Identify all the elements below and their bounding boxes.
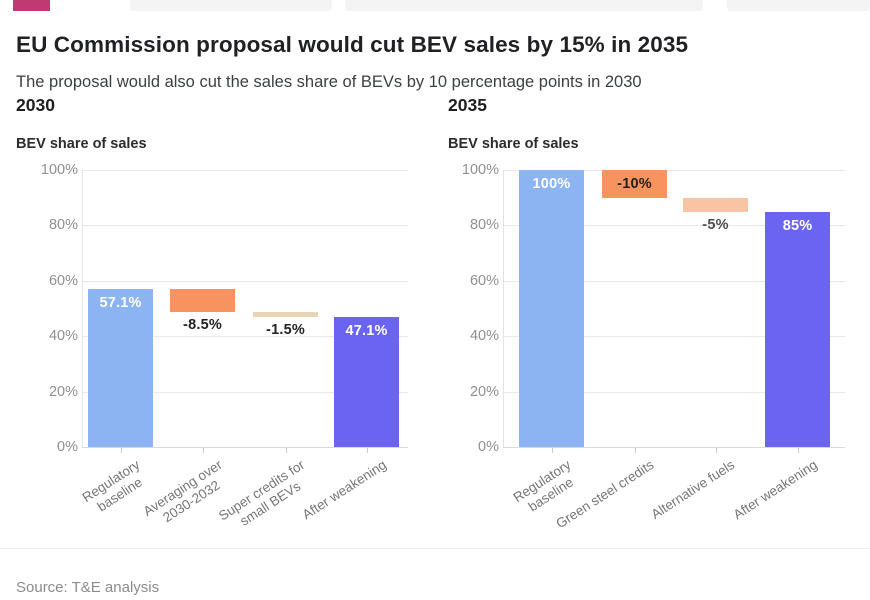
chart-title: EU Commission proposal would cut BEV sal…: [16, 32, 689, 58]
gridline-40: [503, 336, 845, 338]
bar-regulatory-baseline: [519, 170, 584, 447]
gridline-100: [82, 170, 408, 171]
y-tick-label: 20%: [469, 383, 499, 400]
y-tick-label: 0%: [478, 439, 499, 455]
bar-value-label: 47.1%: [345, 322, 388, 339]
bar-value-label: -8.5%: [183, 317, 222, 334]
gridline-80: [82, 225, 408, 227]
y-axis-line: [503, 170, 504, 447]
bar-after-weakening: [765, 211, 830, 447]
top-edge-artifact: [130, 0, 332, 11]
y-tick-label: 80%: [469, 217, 499, 234]
source-text: Source: T&E analysis: [16, 579, 160, 596]
bar-averaging-over-2030-2032: [170, 288, 235, 313]
y-tick-label: 100%: [461, 162, 499, 178]
bar-value-label: 85%: [782, 217, 813, 234]
bar-green-steel-credits: [602, 170, 667, 198]
x-axis-tickmark: [797, 448, 799, 453]
category-label-text: Alternative fuels: [648, 457, 738, 522]
x-axis-tickmark: [366, 448, 368, 453]
y-tick-label: 0%: [57, 439, 78, 455]
x-axis-tickmark: [715, 448, 717, 453]
gridline-100: [503, 170, 845, 171]
category-label-text: After weakening: [730, 457, 820, 523]
chart-2035-heading: 2035: [448, 95, 487, 115]
top-edge-artifact: [345, 0, 703, 11]
top-edge-artifact: [727, 0, 870, 11]
chart-2030-axis-title: BEV share of sales: [16, 136, 147, 152]
gridline-60: [503, 280, 845, 282]
bar-value-label: -1.5%: [266, 321, 305, 338]
gridline-20: [82, 391, 408, 393]
gridline-0: [82, 447, 408, 448]
y-tick-label: 60%: [48, 272, 78, 289]
y-tick-label: 60%: [469, 272, 499, 289]
bar-value-label: -5%: [702, 216, 729, 233]
footer-divider: [0, 548, 870, 549]
bar-value-label: -10%: [617, 176, 652, 192]
y-tick-label: 100%: [40, 162, 78, 178]
chart-2030-heading: 2030: [16, 95, 55, 115]
gridline-40: [82, 336, 408, 338]
y-tick-label: 40%: [469, 328, 499, 345]
x-axis-tickmark: [634, 448, 636, 453]
gridline-60: [82, 280, 408, 282]
bar-value-label: 57.1%: [99, 294, 142, 311]
bar-value-label: 100%: [532, 176, 571, 192]
bar-after-weakening: [334, 316, 399, 447]
y-tick-label: 40%: [48, 328, 78, 345]
gridline-0: [503, 447, 845, 448]
chart-2035-axis-title: BEV share of sales: [448, 136, 579, 152]
y-tick-label: 80%: [48, 217, 78, 234]
x-axis-tickmark: [285, 448, 287, 453]
bar-alternative-fuels: [683, 197, 748, 212]
x-axis-tickmark: [120, 448, 122, 453]
gridline-20: [503, 391, 845, 393]
bar-super-credits-for-small-bevs: [253, 312, 318, 317]
brand-logo-block: [13, 0, 50, 11]
y-tick-label: 20%: [48, 383, 78, 400]
bar-regulatory-baseline: [88, 288, 153, 447]
x-axis-tickmark: [551, 448, 553, 453]
gridline-80: [503, 225, 845, 227]
y-axis-line: [82, 170, 83, 447]
chart-subtitle: The proposal would also cut the sales sh…: [16, 72, 642, 91]
x-axis-tickmark: [202, 448, 204, 453]
